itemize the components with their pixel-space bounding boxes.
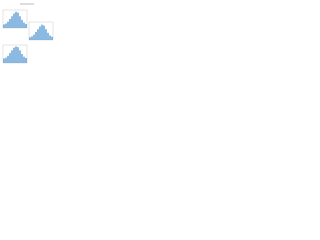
plot-frame	[28, 21, 54, 41]
bar	[5, 23, 7, 28]
bar	[15, 11, 17, 29]
bar	[35, 31, 37, 40]
bar	[21, 54, 23, 63]
bar	[25, 57, 27, 63]
plot-frame	[2, 44, 28, 64]
bar	[5, 57, 7, 63]
bar	[37, 29, 39, 40]
bar	[9, 19, 11, 28]
bar	[11, 50, 13, 63]
bar	[49, 35, 51, 40]
bar	[33, 34, 35, 40]
bar	[21, 19, 23, 28]
bar	[11, 16, 13, 28]
bar	[19, 16, 21, 28]
bar	[45, 29, 47, 40]
bar	[39, 26, 41, 40]
bar	[29, 37, 31, 40]
bar	[31, 36, 33, 40]
bar	[17, 47, 19, 63]
bar	[7, 21, 9, 28]
bar	[23, 22, 25, 28]
bar	[25, 24, 27, 28]
plot-frame	[2, 9, 28, 29]
bar	[7, 55, 9, 63]
bar	[41, 24, 43, 40]
bar	[3, 58, 5, 63]
bar	[19, 50, 21, 63]
bar	[17, 12, 19, 28]
bar	[23, 56, 25, 63]
page	[2, 3, 54, 64]
bar	[3, 24, 5, 28]
bar	[13, 47, 15, 63]
bar	[47, 32, 49, 40]
bar	[43, 25, 45, 40]
bar	[13, 13, 15, 28]
bar	[15, 46, 17, 63]
bar	[51, 36, 53, 40]
bar	[9, 53, 11, 63]
